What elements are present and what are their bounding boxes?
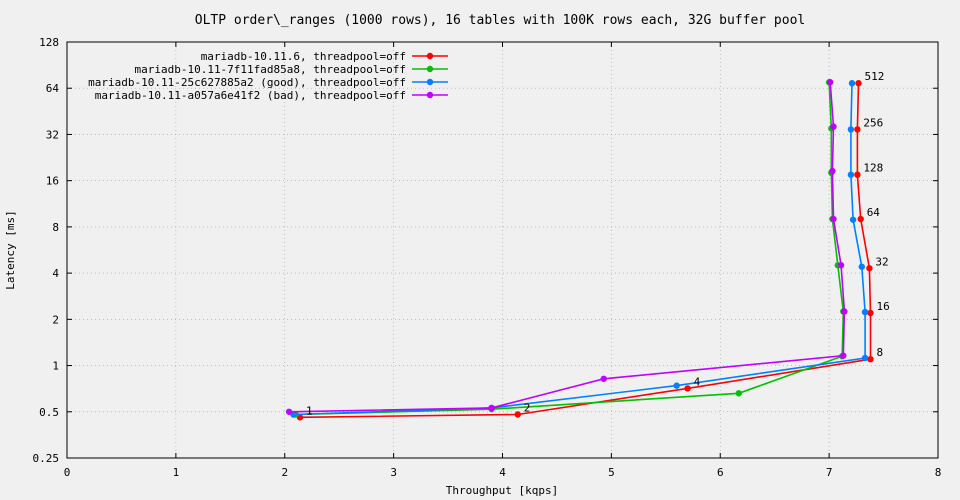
point-label: 64 bbox=[867, 206, 881, 219]
point-label: 1 bbox=[306, 404, 313, 417]
y-tick-label: 16 bbox=[46, 175, 59, 188]
chart-title: OLTP order\_ranges (1000 rows), 16 table… bbox=[195, 13, 805, 28]
series-4 bbox=[285, 79, 848, 415]
data-point bbox=[488, 404, 495, 412]
x-tick-label: 1 bbox=[173, 466, 180, 479]
data-point bbox=[858, 263, 865, 270]
data-point bbox=[855, 80, 862, 87]
data-point bbox=[866, 265, 873, 272]
point-label: 4 bbox=[694, 375, 701, 388]
data-point bbox=[847, 126, 855, 133]
y-tick-label: 0.25 bbox=[33, 452, 60, 465]
point-label: 512 bbox=[865, 70, 885, 83]
legend-marker bbox=[426, 52, 434, 60]
data-point bbox=[830, 123, 837, 130]
data-point bbox=[837, 262, 845, 269]
data-point bbox=[854, 126, 861, 133]
data-point bbox=[830, 215, 837, 223]
x-axis-ticks: 0 1 2 3 4 5 6 7 8 bbox=[64, 42, 942, 479]
x-tick-label: 8 bbox=[935, 466, 942, 479]
x-tick-label: 2 bbox=[281, 466, 288, 479]
data-point bbox=[684, 385, 691, 392]
point-label: 32 bbox=[875, 255, 888, 268]
legend-marker bbox=[426, 91, 434, 99]
y-tick-label: 4 bbox=[52, 267, 59, 280]
legend-label: mariadb-10.11-a057a6e41f2 (bad), threadp… bbox=[95, 89, 406, 102]
point-label: 2 bbox=[524, 401, 531, 414]
data-point bbox=[829, 167, 836, 175]
grid bbox=[67, 42, 938, 458]
data-point bbox=[847, 171, 855, 178]
x-tick-label: 7 bbox=[826, 466, 833, 479]
y-tick-label: 1 bbox=[52, 360, 59, 373]
point-label: 8 bbox=[876, 346, 883, 359]
legend-marker bbox=[426, 78, 434, 86]
y-axis-label: Latency [ms] bbox=[4, 210, 17, 289]
data-point bbox=[861, 354, 869, 362]
series-line bbox=[295, 82, 845, 416]
point-label: 16 bbox=[876, 300, 889, 313]
x-tick-label: 5 bbox=[608, 466, 615, 479]
point-labels: 1 2 4 8 16 32 64 128 256 512 bbox=[306, 70, 890, 417]
data-point bbox=[867, 309, 874, 317]
x-tick-label: 0 bbox=[64, 466, 71, 479]
data-point bbox=[854, 171, 861, 178]
y-tick-label: 2 bbox=[52, 313, 59, 326]
data-point bbox=[827, 79, 834, 86]
series-layer bbox=[285, 79, 874, 421]
y-tick-label: 64 bbox=[46, 82, 60, 95]
data-point bbox=[857, 215, 864, 223]
legend-marker bbox=[426, 65, 434, 73]
series-line bbox=[289, 82, 846, 413]
legend-label: mariadb-10.11-7f11fad85a8, threadpool=of… bbox=[134, 63, 406, 76]
x-tick-label: 6 bbox=[717, 466, 724, 479]
x-tick-label: 4 bbox=[499, 466, 506, 479]
series-line bbox=[293, 83, 866, 416]
data-point bbox=[673, 382, 680, 389]
legend: mariadb-10.11.6, threadpool=offmariadb-1… bbox=[88, 50, 448, 102]
y-tick-label: 8 bbox=[52, 221, 59, 234]
data-point bbox=[840, 352, 847, 359]
point-label: 128 bbox=[863, 162, 883, 175]
y-tick-label: 32 bbox=[46, 128, 59, 141]
x-tick-label: 3 bbox=[390, 466, 397, 479]
data-point bbox=[861, 308, 869, 316]
x-axis-label: Throughput [kqps] bbox=[446, 484, 559, 497]
data-point bbox=[849, 216, 857, 223]
legend-label: mariadb-10.11-25c627885a2 (good), thread… bbox=[88, 76, 406, 89]
data-point bbox=[600, 375, 607, 382]
data-point bbox=[841, 308, 848, 315]
data-point bbox=[514, 411, 521, 418]
data-point bbox=[735, 390, 742, 397]
legend-label: mariadb-10.11.6, threadpool=off bbox=[201, 50, 406, 63]
y-tick-label: 0.5 bbox=[39, 406, 59, 419]
y-tick-label: 128 bbox=[39, 36, 59, 49]
point-label: 256 bbox=[863, 116, 883, 129]
data-point bbox=[867, 355, 874, 363]
data-point bbox=[285, 408, 293, 415]
data-point bbox=[848, 80, 856, 87]
